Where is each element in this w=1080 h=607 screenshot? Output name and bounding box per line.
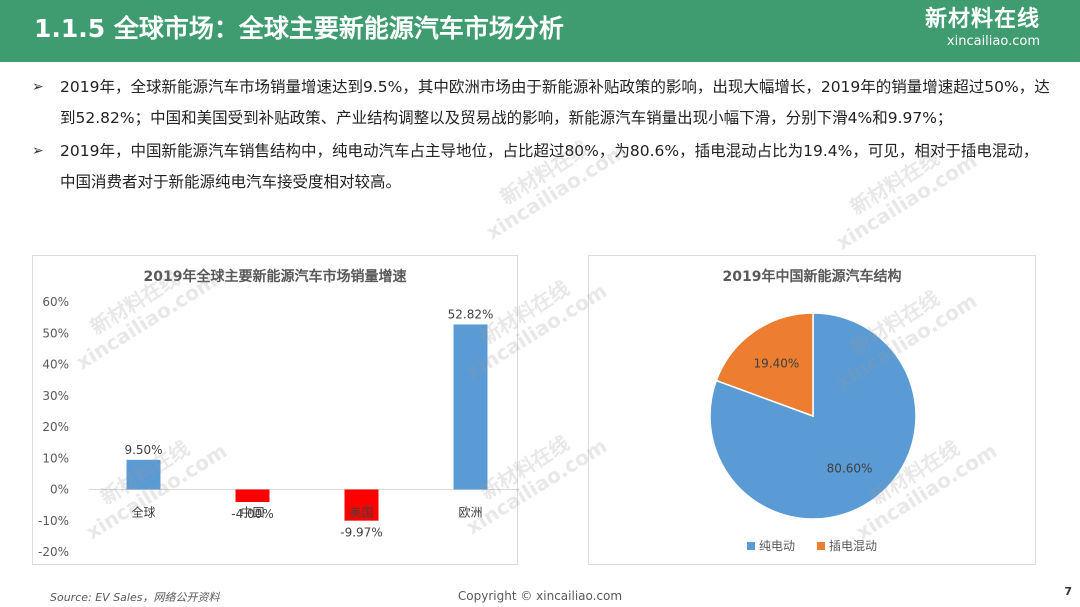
- bullet-text-2: 2019年，中国新能源汽车销售结构中，纯电动汽车占主导地位，占比超过80%，为8…: [60, 142, 1039, 191]
- y-tick-label: -10%: [38, 514, 69, 528]
- y-tick-label: 10%: [42, 451, 69, 465]
- y-tick-label: 30%: [42, 389, 69, 403]
- category-label: 中国: [240, 505, 264, 520]
- data-label: 9.50%: [124, 443, 162, 457]
- data-label: -4.00%: [231, 507, 273, 521]
- pie-data-label: 80.60%: [827, 461, 873, 475]
- bar-1: [126, 459, 161, 490]
- category-label: 美国: [349, 506, 373, 520]
- bullet-text-1: 2019年，全球新能源汽车市场销量增速达到9.5%，其中欧洲市场由于新能源补贴政…: [60, 78, 1050, 127]
- page-title: 1.1.5 全球市场：全球主要新能源汽车市场分析: [34, 14, 564, 43]
- pie-slice-2: [715, 312, 814, 418]
- bullet-item-1: ➢ 2019年，全球新能源汽车市场销量增速达到9.5%，其中欧洲市场由于新能源补…: [32, 72, 1052, 134]
- y-tick-label: 40%: [42, 358, 69, 372]
- arrow-bullet-icon: ➢: [32, 79, 44, 95]
- bar-chart: -20% -10% 0% 10% 20% 30% 40% 50% 60% 9.50% 全球 -4.00…: [38, 295, 519, 559]
- arrow-bullet-icon: ➢: [32, 143, 44, 159]
- logo-en-text: xincailiao.com: [946, 34, 1040, 49]
- bar-chart-title: 2019年全球主要新能源汽车市场销量增速: [143, 269, 407, 285]
- category-label: 全球: [131, 505, 155, 520]
- bar-3: [344, 489, 379, 521]
- bar-4: [453, 324, 488, 490]
- legend-swatch: [817, 542, 825, 550]
- y-tick-label: 0%: [50, 483, 69, 497]
- logo-cn-text: 新材料在线: [924, 7, 1040, 32]
- data-label: 52.82%: [448, 307, 494, 321]
- bar-chart-card: 2019年全球主要新能源汽车市场销量增速 -20% -10% 0% 10% 20% 30%…: [32, 255, 519, 565]
- y-tick-label: 60%: [42, 295, 69, 309]
- pie-chart-card: 2019年中国新能源汽车结构 80.60% 19.40% 纯电动 插电混动: [588, 255, 1036, 565]
- copyright-text: Copyright © xincailiao.com: [457, 589, 623, 603]
- page-number: 7: [1064, 585, 1072, 598]
- source-note: Source: EV Sales，网络公开资料: [50, 591, 220, 604]
- data-label: -9.97%: [340, 526, 382, 540]
- y-tick-label: 20%: [42, 420, 69, 434]
- pie-chart-title: 2019年中国新能源汽车结构: [722, 269, 902, 285]
- pie-chart: 80.60% 19.40% 纯电动 插电混动: [709, 312, 917, 553]
- bullet-list: ➢ 2019年，全球新能源汽车市场销量增速达到9.5%，其中欧洲市场由于新能源补…: [32, 72, 1052, 200]
- bullet-item-2: ➢ 2019年，中国新能源汽车销售结构中，纯电动汽车占主导地位，占比超过80%，…: [32, 136, 1052, 198]
- category-label: 欧洲: [458, 506, 482, 520]
- y-tick-label: 50%: [42, 326, 69, 340]
- bar-2: [235, 489, 270, 502]
- legend-label: 纯电动: [759, 539, 795, 553]
- header-bar: 1.1.5 全球市场：全球主要新能源汽车市场分析 新材料在线 xincailia…: [0, 0, 1080, 62]
- y-tick-label: -20%: [38, 545, 69, 559]
- brand-logo: 新材料在线 xincailiao.com: [925, 6, 1040, 50]
- legend-label: 插电混动: [829, 539, 877, 553]
- pie-data-label: 19.40%: [754, 357, 800, 371]
- legend-swatch: [747, 542, 755, 550]
